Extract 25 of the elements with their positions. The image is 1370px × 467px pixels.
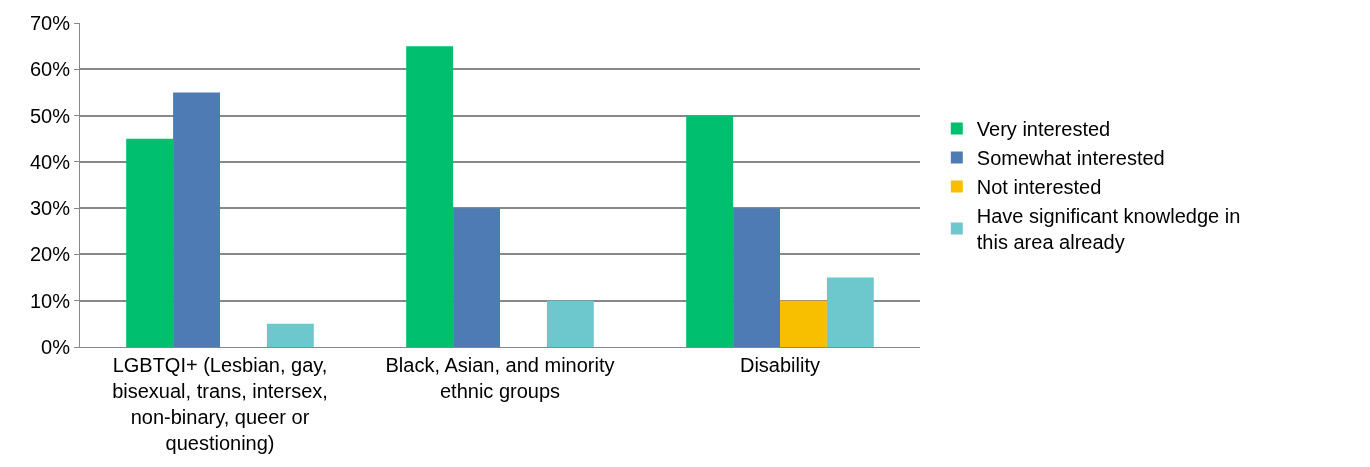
x-tick-label: LGBTQI+ (Lesbian, gay, bisexual, trans, intersex, non-binary, queer or questioning) xyxy=(112,354,328,454)
bar xyxy=(780,300,827,347)
legend-label: Have significant knowledge in this area already xyxy=(976,205,1241,254)
y-tick-label: 30% xyxy=(29,197,71,220)
bar xyxy=(546,300,594,347)
legend-label: Somewhat interested xyxy=(976,147,1165,170)
y-tick-label: 60% xyxy=(29,58,71,81)
bar xyxy=(826,277,874,347)
y-tick-label: 10% xyxy=(29,289,71,312)
bar xyxy=(453,208,500,347)
bar xyxy=(266,323,314,347)
legend-label: Very interested xyxy=(976,118,1111,141)
y-tick-label: 50% xyxy=(29,104,71,127)
bar xyxy=(686,115,734,347)
legend-label: Not interested xyxy=(976,176,1102,199)
bar xyxy=(173,92,220,347)
y-tick-label: 20% xyxy=(29,243,71,266)
bar xyxy=(126,138,174,347)
x-tick-label: Disability xyxy=(739,354,821,376)
bar xyxy=(733,208,780,347)
bar xyxy=(406,46,454,347)
y-tick-label: 0% xyxy=(41,336,71,358)
y-tick-label: 40% xyxy=(29,150,71,173)
y-tick-label: 70% xyxy=(29,12,71,34)
x-tick-label: Black, Asian, and minority ethnic groups xyxy=(385,354,615,402)
